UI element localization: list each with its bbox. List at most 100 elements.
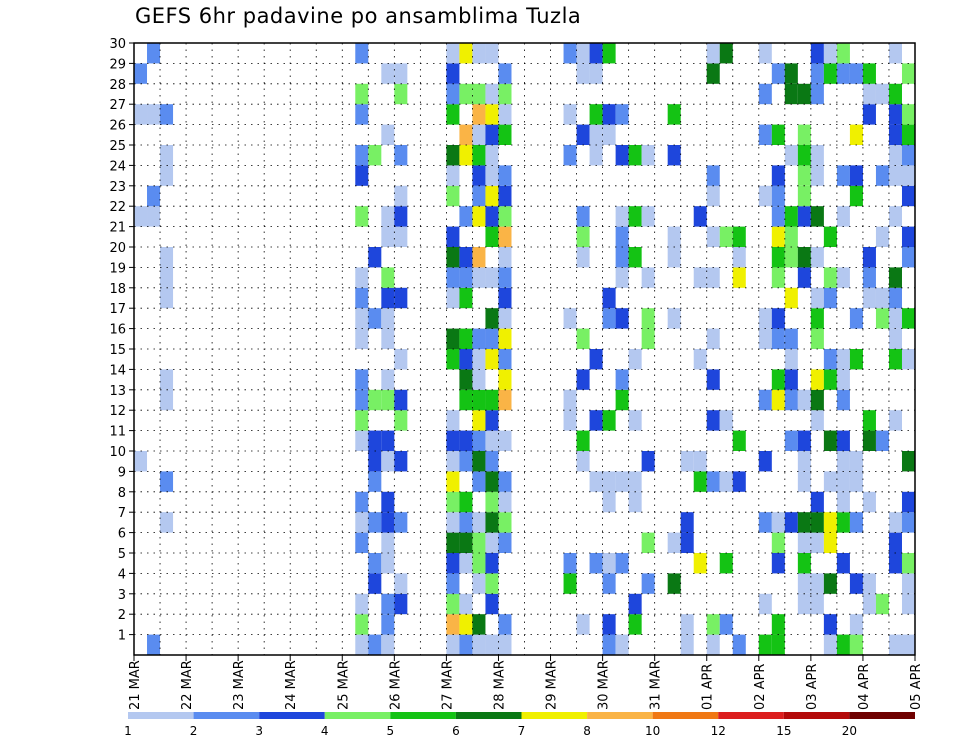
heatmap-cell [394,206,408,227]
y-tick-label: 24 [109,159,126,174]
heatmap-cell [680,614,694,635]
heatmap-cell [394,410,408,431]
heatmap-cell [771,206,785,227]
heatmap-cell [628,593,642,615]
heatmap-cell [160,512,174,533]
heatmap-cell [602,471,616,492]
heatmap-cell [810,83,824,105]
heatmap-cell [901,553,915,574]
heatmap-cell [615,471,629,492]
heatmap-cell [446,634,460,655]
heatmap-cell [355,328,369,349]
heatmap-cell [368,145,382,166]
heatmap-cell [862,267,876,288]
heatmap-cell [810,308,824,329]
heatmap-cell [459,247,473,268]
heatmap-cell [784,430,798,451]
heatmap-cell [459,124,473,145]
heatmap-cell [602,573,616,594]
heatmap-cell [446,247,460,268]
heatmap-cell [576,614,590,635]
heatmap-cell [498,614,512,635]
heatmap-cell [615,247,629,268]
colorbar-swatch [259,712,325,719]
heatmap-cell [667,226,681,247]
heatmap-cell [368,308,382,329]
heatmap-cell [589,104,603,125]
heatmap-cell [355,287,369,309]
heatmap-cell [355,267,369,288]
heatmap-cell [758,634,772,655]
heatmap-cell [615,634,629,655]
heatmap-cell [849,471,863,492]
heatmap-cell [160,389,174,411]
heatmap-cell [797,124,811,145]
heatmap-cell [459,553,473,574]
colorbar: 1 2 3 4 5 6 7 8 10 12 15 20 [124,712,915,738]
heatmap-cell [472,512,486,533]
heatmap-cell [498,349,512,370]
x-tick-label: 29 MAR [545,660,560,710]
heatmap-cell [602,308,616,329]
heatmap-cell [810,410,824,431]
heatmap-cell [498,308,512,329]
heatmap-cell [758,593,772,615]
heatmap-cell [576,206,590,227]
heatmap-cell [394,593,408,615]
heatmap-cell [888,349,902,370]
heatmap-cell [771,328,785,349]
heatmap-cell [472,328,486,349]
heatmap-cell [381,553,395,574]
heatmap-cell [381,226,395,247]
heatmap-cell [472,83,486,105]
heatmap-cell [602,124,616,145]
heatmap-cell [836,43,850,64]
heatmap-cell [355,512,369,533]
heatmap-cell [576,124,590,145]
heatmap-cell [446,328,460,349]
heatmap-cell [589,349,603,370]
heatmap-cell [472,185,486,207]
heatmap-cell [160,471,174,492]
colorbar-label: 10 [645,724,660,738]
heatmap-cell [797,553,811,574]
heatmap-cell [836,451,850,472]
heatmap-cell [563,43,577,64]
x-tick-label: 01 APR [701,664,716,710]
heatmap-cell [784,145,798,166]
heatmap-cell [836,430,850,451]
y-tick-label: 7 [118,506,126,521]
heatmap-cell [888,43,902,64]
y-tick-label: 3 [118,588,126,603]
heatmap-cell [355,83,369,105]
heatmap-cell [498,83,512,105]
heatmap-cell [680,512,694,533]
heatmap-cell [134,206,148,227]
heatmap-cell [641,206,655,227]
heatmap-cell [823,634,837,655]
heatmap-cell [888,308,902,329]
heatmap-cell [485,104,499,125]
y-tick-label: 12 [109,404,126,419]
heatmap-cell [901,349,915,370]
heatmap-cell [849,634,863,655]
heatmap-cell [771,553,785,574]
heatmap-cell [732,430,746,451]
y-tick-label: 6 [118,527,126,542]
heatmap-cell [459,349,473,370]
heatmap-cell [472,532,486,553]
heatmap-cell [368,553,382,574]
x-tick-label: 02 APR [753,664,768,710]
heatmap-cell [797,206,811,227]
heatmap-cell [355,145,369,166]
heatmap-cell [602,614,616,635]
heatmap-cell [498,206,512,227]
heatmap-cell [628,145,642,166]
heatmap-cell [719,226,733,247]
heatmap-cell [381,63,395,84]
heatmap-cell [771,247,785,268]
heatmap-cell [862,247,876,268]
heatmap-cell [797,451,811,472]
heatmap-cell [875,83,889,105]
heatmap-cell [381,308,395,329]
